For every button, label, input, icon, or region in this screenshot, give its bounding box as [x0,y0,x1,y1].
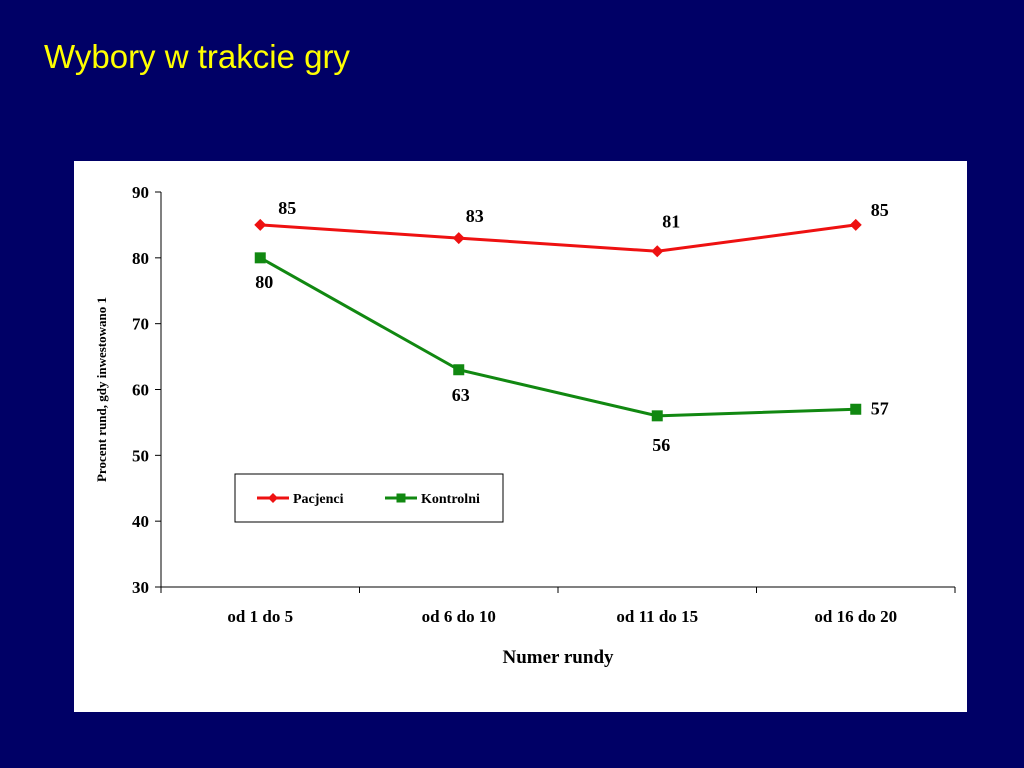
line-chart: 30 40 50 60 70 80 90 od 1 do 5 od 6 do 10 od 11 d… [94,183,956,668]
chart-data-labels: 85 83 81 85 80 63 56 57 [255,198,889,455]
data-label: 81 [662,211,680,231]
y-tick-label: 60 [132,381,149,400]
data-point-kontrolni [850,403,862,415]
data-point-kontrolni [254,252,266,264]
data-label: 85 [278,198,296,218]
x-tick-label: od 6 do 10 [422,607,496,626]
data-point-pacjenci [452,232,465,245]
x-axis-title: Numer rundy [502,647,614,668]
y-tick-label: 80 [132,249,149,268]
legend-marker [268,493,278,503]
data-point-pacjenci [651,245,664,258]
y-axis-title: Procent rund, gdy inwestowano 1 [94,297,109,482]
data-label: 85 [871,200,889,220]
legend-label: Pacjenci [293,492,344,507]
legend-marker [396,493,406,503]
chart-axes: 30 40 50 60 70 80 90 od 1 do 5 od 6 do 10 od 11 d… [94,183,956,668]
legend-label: Kontrolni [421,492,480,507]
y-tick-label: 40 [132,512,149,531]
data-point-kontrolni [453,364,465,376]
data-point-pacjenci [254,218,267,231]
x-tick-label: od 11 do 15 [616,607,698,626]
y-tick-label: 50 [132,446,149,465]
x-tick-label: od 16 do 20 [814,607,897,626]
y-tick-label: 30 [132,578,149,597]
data-label: 56 [652,435,670,455]
y-tick-label: 90 [132,183,149,202]
series-line-pacjenci [260,223,856,253]
y-tick-label: 70 [132,315,149,334]
series-line-kontrolni [259,256,856,418]
data-label: 80 [255,272,273,292]
chart-legend: Pacjenci Kontrolni [234,473,504,523]
data-label: 57 [871,398,889,418]
slide-title: Wybory w trakcie gry [44,38,350,75]
data-label: 63 [452,385,470,405]
data-point-kontrolni [651,410,663,422]
data-label: 83 [466,206,484,226]
chart-series [254,218,862,422]
chart-panel: 30 40 50 60 70 80 90 od 1 do 5 od 6 do 10 od 11 d… [74,161,967,712]
x-tick-label: od 1 do 5 [227,607,293,626]
data-point-pacjenci [849,218,862,231]
